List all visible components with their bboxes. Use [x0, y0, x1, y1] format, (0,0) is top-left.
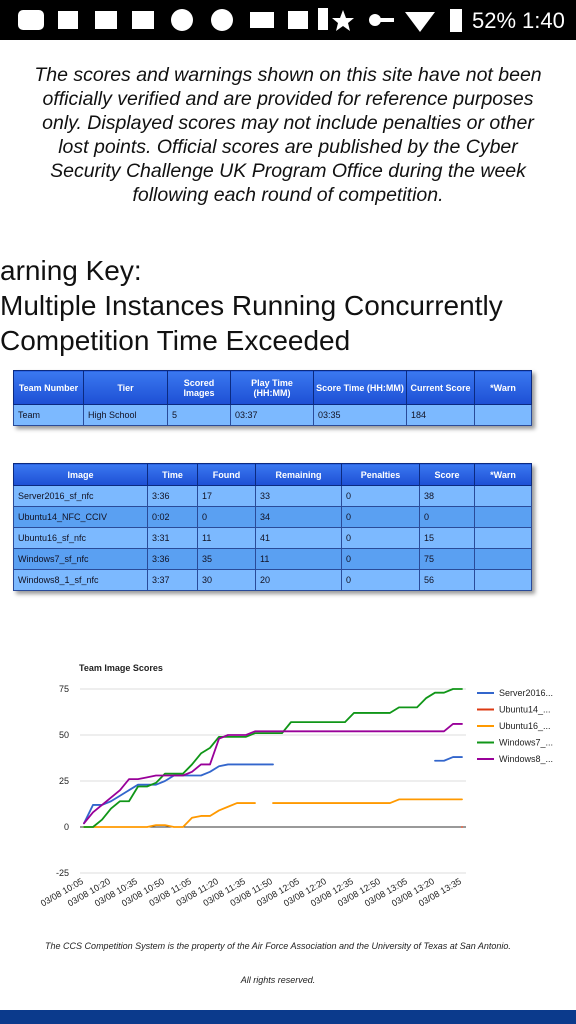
table-cell: Windows8_1_sf_nfc — [13, 569, 148, 591]
battery: 52% — [472, 8, 517, 33]
table-cell: 38 — [419, 485, 475, 507]
status-bar: 52% 1:40 — [0, 0, 576, 40]
legend-label: Ubuntu14_... — [499, 705, 551, 715]
table-cell: 33 — [255, 485, 342, 507]
table-cell: 0 — [341, 485, 420, 507]
table-cell: 3:31 — [147, 527, 198, 549]
column-header: Tier — [83, 370, 168, 405]
footer-notice: The CCS Competition System is the proper… — [45, 941, 511, 951]
legend-label: Ubuntu16_... — [499, 721, 551, 731]
chart-title: Team Image Scores — [79, 663, 163, 673]
y-tick-label: 75 — [59, 684, 69, 694]
table-cell: Windows7_sf_nfc — [13, 548, 148, 570]
column-header: Found — [197, 463, 256, 486]
table-cell: 0:02 — [147, 506, 198, 528]
series-line — [83, 756, 463, 825]
column-header: Current Score — [406, 370, 475, 405]
team-table: Team Number Tier Scored Images Play Time (H… — [13, 370, 532, 426]
table-cell: 11 — [255, 548, 342, 570]
nav-bar — [0, 1010, 576, 1024]
table-cell: 75 — [419, 548, 475, 570]
table-row: Ubuntu16_sf_nfc 3:31 11 41 0 15 — [13, 527, 532, 549]
table-cell: Server2016_sf_nfc — [13, 485, 148, 507]
table-cell: 0 — [341, 506, 420, 528]
table-cell: 184 — [406, 404, 475, 426]
series-line — [83, 688, 463, 828]
column-header: Score — [419, 463, 475, 486]
legend-label: Windows7_... — [499, 738, 553, 748]
table-cell: 0 — [419, 506, 475, 528]
header-row: Team Number Tier Scored Images Play Time (H… — [13, 370, 532, 405]
status-icons — [18, 8, 328, 31]
table-cell: 34 — [255, 506, 342, 528]
table-cell — [474, 506, 532, 528]
table-cell: 5 — [167, 404, 231, 426]
table-cell: 30 — [197, 569, 256, 591]
table-row: Windows7_sf_nfc 3:36 35 11 0 75 — [13, 548, 532, 570]
footer-rights: All rights reserved. — [240, 975, 316, 985]
warning-key-item: Competition Time Exceeded — [0, 325, 351, 356]
column-header: *Warn — [474, 370, 532, 405]
table-cell: Ubuntu16_sf_nfc — [13, 527, 148, 549]
column-header: Score Time (HH:MM) — [313, 370, 407, 405]
table-cell — [474, 548, 532, 570]
table-cell: 17 — [197, 485, 256, 507]
legend-label: Windows8_... — [499, 754, 553, 764]
table-cell: 35 — [197, 548, 256, 570]
column-header: Play Time (HH:MM) — [230, 370, 314, 405]
y-tick-label: 50 — [59, 730, 69, 740]
disclaimer: The scores and warnings shown on this si… — [34, 64, 542, 206]
clock: 1:40 — [522, 8, 565, 33]
column-header: Scored Images — [167, 370, 231, 405]
table-cell: 03:37 — [230, 404, 314, 426]
table-row: Ubuntu14_NFC_CCIV 0:02 0 34 0 0 — [13, 506, 532, 528]
table-cell: 0 — [197, 506, 256, 528]
header-row: Image Time Found Remaining Penalties Score *Wa… — [13, 463, 532, 486]
table-cell: 11 — [197, 527, 256, 549]
y-tick-label: 0 — [64, 822, 69, 832]
table-cell — [474, 485, 532, 507]
column-header: Penalties — [341, 463, 420, 486]
y-tick-label: 25 — [59, 776, 69, 786]
y-tick-label: -25 — [56, 868, 69, 878]
table-row: Team High School 5 03:37 03:35 184 — [13, 404, 532, 426]
table-cell: 20 — [255, 569, 342, 591]
series-line — [83, 723, 463, 825]
column-header: Time — [147, 463, 198, 486]
column-header: *Warn — [474, 463, 532, 486]
image-table: Image Time Found Remaining Penalties Score *Wa… — [13, 463, 532, 591]
table-cell: Team — [13, 404, 84, 426]
table-cell — [474, 569, 532, 591]
warning-key-item: Multiple Instances Running Concurrently — [0, 290, 503, 321]
series-line — [83, 798, 463, 828]
table-cell: 0 — [341, 548, 420, 570]
table-cell: 3:36 — [147, 548, 198, 570]
table-cell: 56 — [419, 569, 475, 591]
table-cell: 3:36 — [147, 485, 198, 507]
legend-label: Server2016... — [499, 688, 553, 698]
column-header: Image — [13, 463, 148, 486]
table-cell: 15 — [419, 527, 475, 549]
column-header: Remaining — [255, 463, 342, 486]
table-cell: 41 — [255, 527, 342, 549]
table-cell: 3:37 — [147, 569, 198, 591]
table-row: Windows8_1_sf_nfc 3:37 30 20 0 56 — [13, 569, 532, 591]
status-icons — [332, 9, 462, 32]
column-header: Team Number — [13, 370, 84, 405]
table-cell: High School — [83, 404, 168, 426]
table-cell — [474, 404, 532, 426]
table-cell: 03:35 — [313, 404, 407, 426]
table-cell: 0 — [341, 527, 420, 549]
table-cell: Ubuntu14_NFC_CCIV — [13, 506, 148, 528]
warning-key-title: arning Key: — [0, 255, 142, 286]
table-row: Server2016_sf_nfc 3:36 17 33 0 38 — [13, 485, 532, 507]
table-cell — [474, 527, 532, 549]
table-cell: 0 — [341, 569, 420, 591]
